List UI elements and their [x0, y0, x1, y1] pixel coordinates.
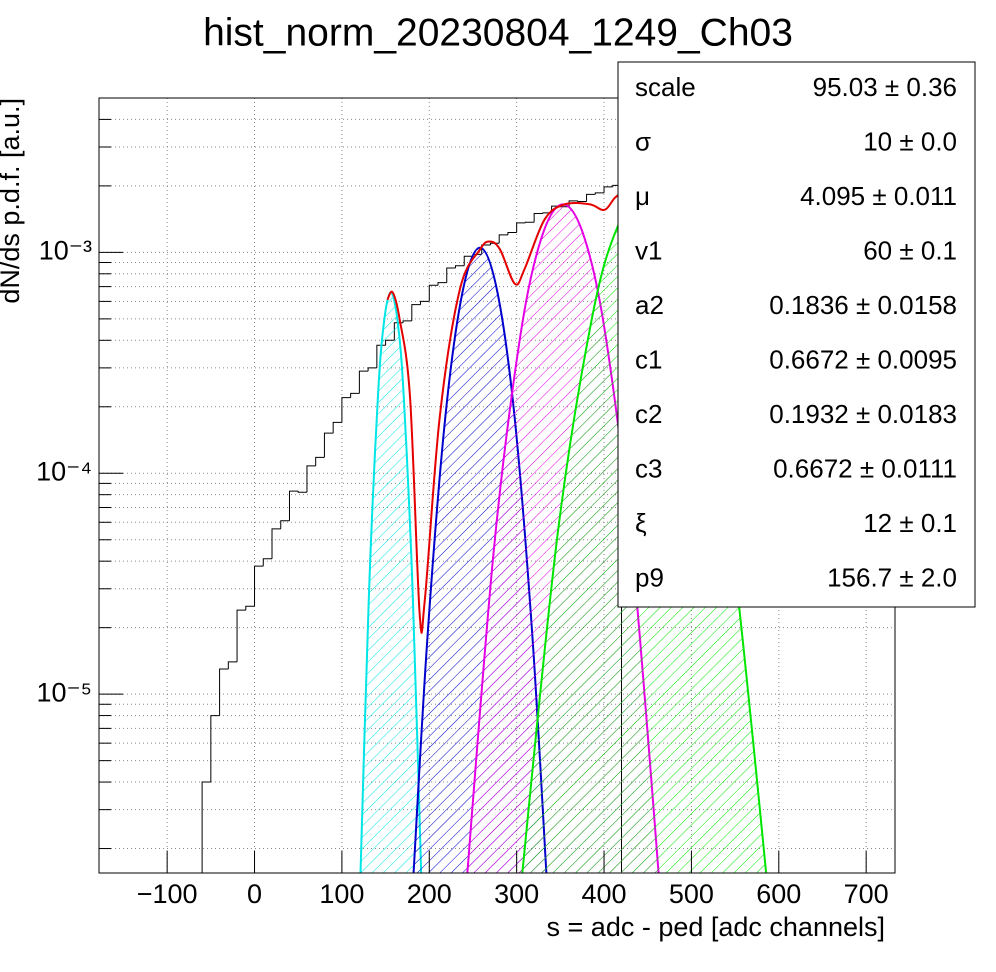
- histogram-bin: [323, 432, 334, 458]
- histogram-bin: [271, 528, 281, 559]
- stats-value: 0.6672 ± 0.0111: [773, 454, 957, 484]
- histogram-bin: [280, 520, 290, 529]
- stats-value: 60 ± 0.1: [863, 236, 957, 266]
- stats-name: μ: [635, 181, 650, 211]
- stats-name: c2: [635, 399, 662, 429]
- histogram-bin: [524, 221, 535, 223]
- stats-value: 0.1836 ± 0.0158: [769, 290, 957, 320]
- histogram-bin: [210, 715, 220, 783]
- histogram-bin: [297, 491, 307, 493]
- stats-name: v1: [635, 236, 662, 266]
- histogram-bin: [437, 282, 447, 286]
- histogram-bin: [577, 200, 587, 202]
- stats-name: c3: [635, 454, 662, 484]
- y-axis-label: dN/ds p.d.f. [a.u.]: [0, 98, 25, 304]
- histogram-bin: [568, 200, 578, 207]
- histogram-bin: [315, 456, 325, 466]
- y-tick-label: 10⁻⁴: [36, 456, 92, 486]
- histogram-bin: [507, 232, 517, 235]
- histogram-bin: [428, 284, 439, 302]
- stats-name: ξ: [635, 508, 647, 538]
- histogram-bin: [446, 267, 456, 283]
- stats-name: c1: [635, 345, 662, 375]
- stats-value: 0.6672 ± 0.0095: [769, 345, 957, 375]
- histogram-bin: [245, 605, 255, 611]
- x-tick-label: 500: [669, 879, 714, 909]
- histogram-bin: [402, 320, 412, 323]
- x-tick-label: −100: [137, 879, 198, 909]
- histogram-bin: [350, 392, 360, 398]
- histogram-bin: [586, 193, 596, 202]
- histogram-bin: [411, 304, 421, 321]
- histogram-bin: [306, 465, 316, 493]
- histogram-bin: [332, 421, 342, 434]
- stats-value: 0.1932 ± 0.0183: [769, 399, 957, 429]
- histogram-bin: [594, 192, 605, 195]
- histogram-bin: [516, 222, 526, 233]
- x-tick-label: 700: [844, 879, 889, 909]
- histogram-bin: [288, 490, 299, 521]
- x-tick-label: 0: [247, 879, 262, 909]
- x-tick-label: 100: [319, 879, 364, 909]
- histogram-bin: [236, 609, 246, 662]
- histogram-bin: [420, 300, 430, 305]
- histogram-bin: [498, 234, 508, 244]
- x-axis-label: s = adc - ped [adc channels]: [547, 912, 885, 942]
- x-tick-label: 300: [494, 879, 539, 909]
- stats-value: 95.03 ± 0.36: [813, 72, 957, 102]
- stats-name: a2: [635, 290, 664, 320]
- histogram-bin: [367, 367, 377, 372]
- x-tick-label: 600: [756, 879, 801, 909]
- y-tick-label: 10⁻³: [39, 236, 92, 266]
- histogram-bin: [262, 558, 273, 567]
- stats-value: 156.7 ± 2.0: [827, 563, 957, 593]
- chart-title: hist_norm_20230804_1249_Ch03: [203, 11, 793, 54]
- stats-name: scale: [635, 72, 696, 102]
- histogram-bin: [201, 781, 211, 873]
- histogram-bin: [603, 186, 613, 193]
- histogram-bin: [463, 255, 473, 266]
- histogram-bin: [533, 212, 543, 223]
- histogram-bin: [341, 397, 351, 423]
- stats-name: σ: [635, 127, 651, 157]
- stats-name: p9: [635, 563, 664, 593]
- curve-fill: [360, 292, 422, 873]
- histogram-bin: [254, 565, 264, 607]
- stats-value: 12 ± 0.1: [863, 508, 957, 538]
- stats-value: 10 ± 0.0: [863, 127, 957, 157]
- y-tick-label: 10⁻⁵: [37, 677, 92, 707]
- stats-value: 4.095 ± 0.011: [800, 181, 957, 211]
- histogram-bin: [358, 370, 369, 394]
- x-tick-label: 200: [407, 879, 452, 909]
- histogram-bin: [219, 668, 229, 716]
- x-tick-label: 400: [582, 879, 627, 909]
- histogram-bin: [227, 661, 238, 669]
- histogram-bin: [454, 265, 465, 268]
- stats-box: [617, 61, 976, 608]
